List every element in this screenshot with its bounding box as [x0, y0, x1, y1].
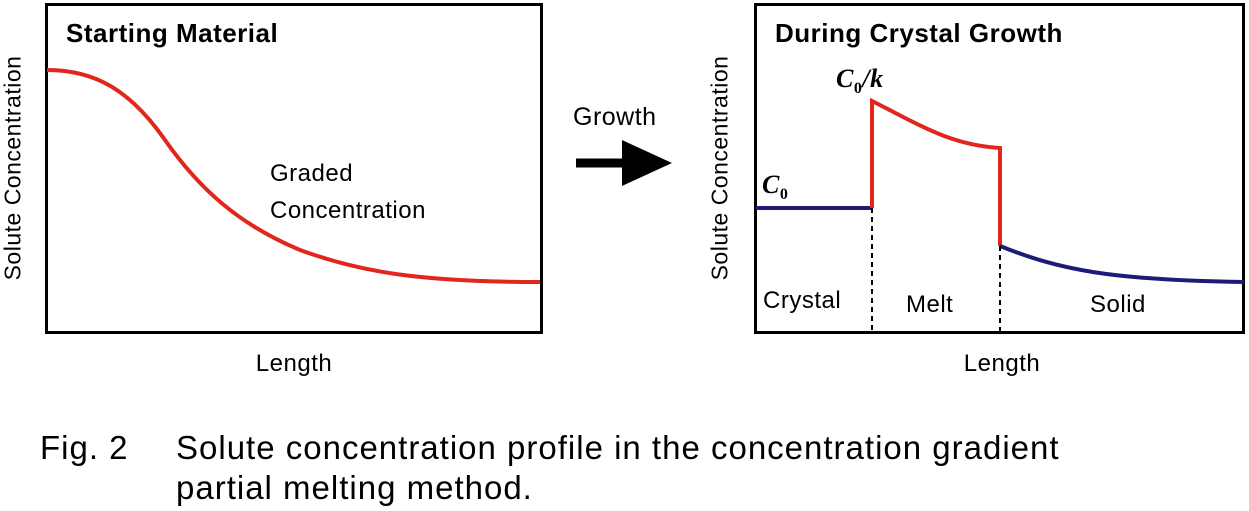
region-solid-label: Solid: [1090, 291, 1146, 318]
graded-label-line2: Concentration: [270, 197, 426, 224]
region-melt-label: Melt: [906, 291, 954, 318]
graded-concentration-curve: [46, 68, 541, 284]
melt-concentration-curve: [870, 97, 1002, 246]
right-x-axis-label: Length: [963, 350, 1041, 377]
crystal-growth-title: During Crystal Growth: [775, 18, 1063, 48]
figure-number: Fig. 2: [40, 429, 129, 466]
growth-label: Growth: [573, 103, 657, 131]
starting-material-title: Starting Material: [66, 18, 279, 48]
c0-over-k-label: C0/k: [836, 64, 884, 98]
c0-label: C0: [762, 170, 789, 204]
region-crystal-label: Crystal: [763, 287, 842, 314]
caption-line1: Solute concentration profile in the conc…: [176, 429, 1060, 466]
starting-material-panel: Starting Material: [45, 3, 543, 334]
left-x-axis-label: Length: [255, 350, 333, 377]
caption-line2: partial melting method.: [176, 469, 533, 506]
figure-caption: Fig. 2 Solute concentration profile in th…: [40, 428, 1060, 508]
growth-arrow: [576, 140, 672, 186]
solid-concentration-curve: [999, 244, 1245, 284]
graded-label-line1: Graded: [270, 160, 354, 187]
